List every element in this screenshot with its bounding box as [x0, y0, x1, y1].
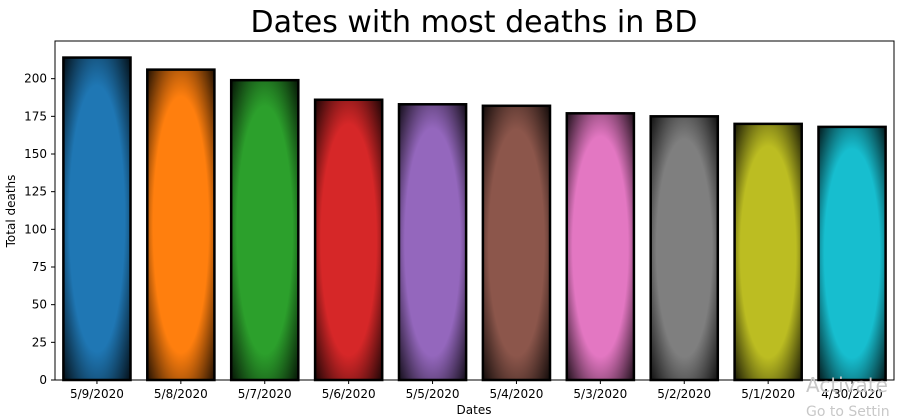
y-tick-label: 50: [32, 298, 47, 312]
x-tick-label: 5/8/2020: [154, 387, 208, 401]
y-tick-label: 75: [32, 260, 47, 274]
y-tick-label: 150: [24, 147, 47, 161]
y-tick-label: 100: [24, 222, 47, 236]
bar-5/3/2020: [565, 112, 636, 382]
x-tick-label: 5/1/2020: [741, 387, 795, 401]
y-tick-label: 0: [39, 373, 47, 387]
chart-title: Dates with most deaths in BD: [251, 5, 698, 40]
x-tick-label: 5/5/2020: [406, 387, 460, 401]
x-tick-label: 5/7/2020: [238, 387, 292, 401]
x-tick-label: 5/2/2020: [657, 387, 711, 401]
bar-5/5/2020: [397, 103, 468, 382]
bar-5/7/2020: [229, 78, 300, 382]
bars-group: [62, 56, 887, 382]
x-tick-label: 5/9/2020: [70, 387, 124, 401]
x-axis: 5/9/2020 5/8/2020 5/7/2020 5/6/2020 5/5/2020…: [70, 380, 883, 401]
x-tick-label: 5/3/2020: [573, 387, 627, 401]
bar-5/6/2020: [313, 98, 384, 382]
x-tick-label: 5/6/2020: [322, 387, 376, 401]
plot-frame: [54, 40, 895, 381]
bar-5/2/2020: [649, 115, 720, 382]
x-tick-label: 4/30/2020: [821, 387, 883, 401]
bar-5/8/2020: [146, 68, 216, 382]
y-tick-label: 25: [32, 335, 47, 349]
x-axis-label: Dates: [457, 403, 492, 417]
bar-5/4/2020: [481, 104, 552, 382]
watermark-line-2: Go to Settin: [806, 404, 890, 420]
y-axis-label: Total deaths: [4, 175, 18, 249]
bar-5/9/2020: [62, 56, 132, 382]
y-tick-label: 175: [24, 109, 47, 123]
bar-4/30/2020: [817, 125, 887, 382]
watermark-line-1: Activate: [806, 373, 888, 397]
bar-5/1/2020: [733, 122, 803, 382]
x-tick-label: 5/4/2020: [489, 387, 543, 401]
y-tick-label: 125: [24, 185, 47, 199]
y-axis: 0 25 50 75 100 125 150 175 200: [24, 72, 55, 387]
y-tick-label: 200: [24, 72, 47, 86]
